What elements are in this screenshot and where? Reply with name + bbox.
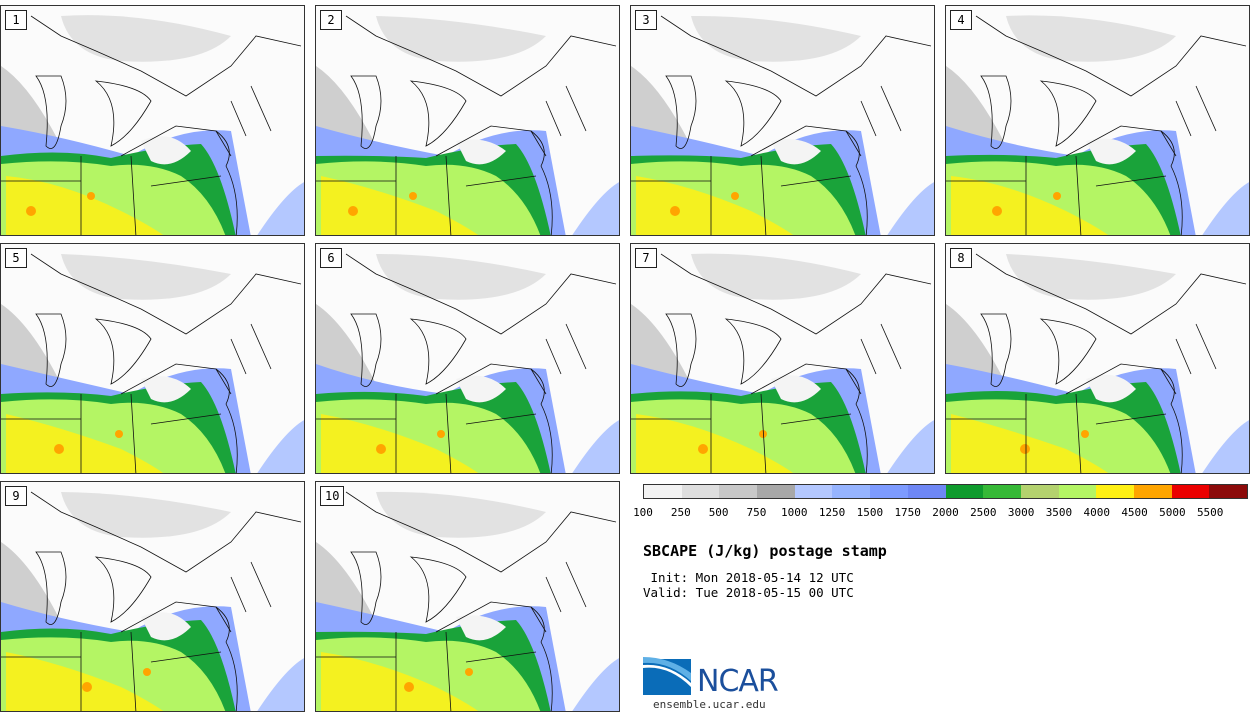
sbcape-map-icon — [631, 6, 934, 235]
member-number-label: 3 — [635, 10, 657, 30]
sbcape-map-icon — [1, 482, 304, 711]
colorbar-tick-label: 4000 — [1083, 506, 1111, 519]
colorbar-tick-label: 3000 — [1007, 506, 1035, 519]
ensemble-member-panel: 2 — [315, 5, 620, 236]
colorbar-tick-label: 2000 — [932, 506, 959, 519]
colorbar-swatch — [719, 485, 758, 498]
init-time: Init: Mon 2018-05-14 12 UTC — [643, 570, 854, 585]
colorbar-tick-label: 100 — [633, 506, 653, 519]
sbcape-map-icon — [1, 244, 304, 473]
colorbar-tick-label: 1750 — [894, 506, 921, 519]
ensemble-member-panel: 1 — [0, 5, 305, 236]
colorbar-swatch — [1133, 485, 1172, 498]
colorbar-swatch — [907, 485, 946, 498]
member-number-label: 9 — [5, 486, 27, 506]
ensemble-member-panel: 3 — [630, 5, 935, 236]
colorbar-swatch — [1209, 485, 1247, 498]
sbcape-map-icon — [631, 244, 934, 473]
colorbar-swatch — [794, 485, 833, 498]
colorbar-swatch — [1171, 485, 1210, 498]
ensemble-member-panel: 5 — [0, 243, 305, 474]
site-url: ensemble.ucar.edu — [653, 698, 766, 711]
colorbar-tick-label: 500 — [708, 506, 729, 519]
colorbar-swatch — [681, 485, 720, 498]
colorbar-tick-label: 1250 — [818, 506, 846, 519]
member-number-label: 4 — [950, 10, 972, 30]
member-number-label: 6 — [320, 248, 342, 268]
sbcape-colorbar — [643, 484, 1248, 499]
colorbar-swatch — [1020, 485, 1059, 498]
member-number-label: 7 — [635, 248, 657, 268]
sbcape-map-icon — [316, 482, 619, 711]
member-number-label: 2 — [320, 10, 342, 30]
colorbar-swatch — [870, 485, 908, 498]
sbcape-map-icon — [316, 6, 619, 235]
ensemble-member-panel: 9 — [0, 481, 305, 712]
colorbar-tick-label: 4500 — [1121, 506, 1148, 519]
ncar-logo-icon — [643, 657, 691, 695]
ensemble-member-panel: 4 — [945, 5, 1250, 236]
member-number-label: 1 — [5, 10, 27, 30]
run-info: Init: Mon 2018-05-14 12 UTC Valid: Tue 2… — [643, 570, 854, 600]
map-title: SBCAPE (J/kg) postage stamp — [643, 542, 887, 560]
ensemble-member-panel: 6 — [315, 243, 620, 474]
ensemble-member-panel: 7 — [630, 243, 935, 474]
colorbar-tick-label: 2500 — [970, 506, 997, 519]
colorbar-tick-label: 1500 — [856, 506, 884, 519]
colorbar-swatch — [832, 485, 871, 498]
sbcape-map-icon — [946, 244, 1249, 473]
sbcape-map-icon — [1, 6, 304, 235]
colorbar-swatch — [945, 485, 984, 498]
colorbar-swatch — [1058, 485, 1097, 498]
member-number-label: 5 — [5, 248, 27, 268]
sbcape-map-icon — [316, 244, 619, 473]
ncar-logo-text: NCAR — [697, 664, 779, 699]
colorbar-tick-label: 750 — [746, 506, 767, 519]
colorbar-swatch — [644, 485, 682, 498]
colorbar-tick-label: 5000 — [1159, 506, 1186, 519]
colorbar-swatch — [1096, 485, 1134, 498]
colorbar-tick-label: 250 — [670, 506, 691, 519]
colorbar-tick-label: 5500 — [1196, 506, 1224, 519]
colorbar-swatch — [983, 485, 1021, 498]
sbcape-map-icon — [946, 6, 1249, 235]
colorbar-tick-label: 3500 — [1045, 506, 1073, 519]
colorbar-swatch — [757, 485, 795, 498]
member-number-label: 10 — [320, 486, 345, 506]
valid-time: Valid: Tue 2018-05-15 00 UTC — [643, 585, 854, 600]
ensemble-member-panel: 10 — [315, 481, 620, 712]
member-number-label: 8 — [950, 248, 972, 268]
colorbar-tick-label: 1000 — [781, 506, 808, 519]
ensemble-member-panel: 8 — [945, 243, 1250, 474]
